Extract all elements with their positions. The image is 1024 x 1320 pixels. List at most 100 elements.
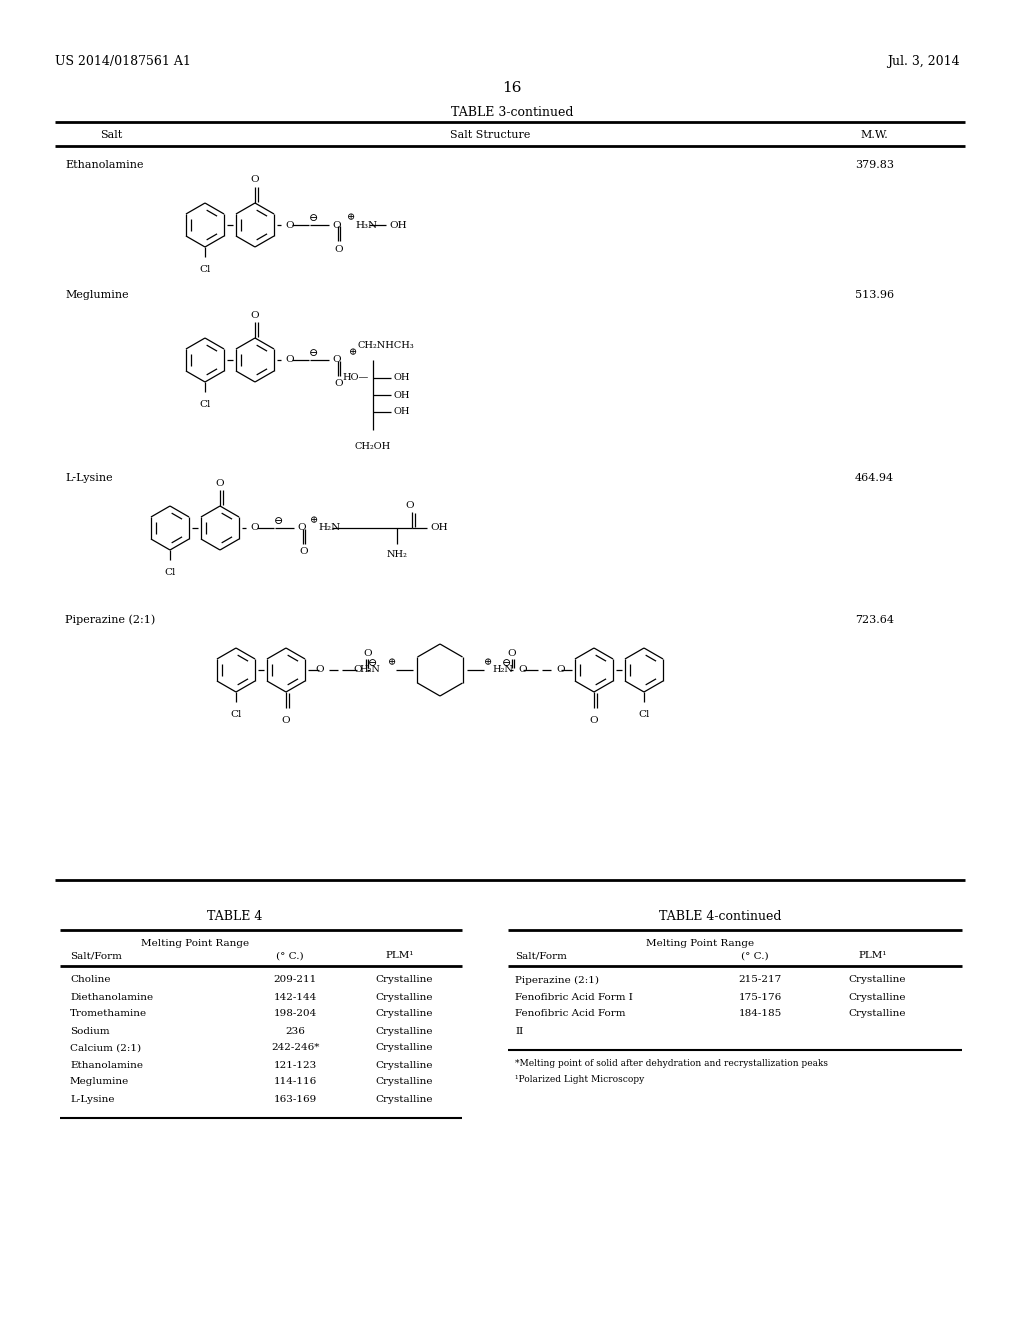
Text: L-Lysine: L-Lysine — [65, 473, 113, 483]
Text: 215-217: 215-217 — [738, 975, 781, 985]
Text: Salt/Form: Salt/Form — [70, 952, 122, 961]
Text: Crystalline: Crystalline — [375, 1010, 432, 1019]
Text: 513.96: 513.96 — [855, 290, 894, 300]
Text: Ethanolamine: Ethanolamine — [65, 160, 143, 170]
Text: 16: 16 — [502, 81, 522, 95]
Text: ⊖: ⊖ — [503, 657, 512, 668]
Text: Piperazine (2:1): Piperazine (2:1) — [515, 975, 599, 985]
Text: Piperazine (2:1): Piperazine (2:1) — [65, 615, 156, 626]
Text: H₃N: H₃N — [355, 220, 377, 230]
Text: 464.94: 464.94 — [855, 473, 894, 483]
Text: Fenofibric Acid Form I: Fenofibric Acid Form I — [515, 993, 633, 1002]
Text: Calcium (2:1): Calcium (2:1) — [70, 1044, 141, 1052]
Text: *Melting point of solid after dehydration and recrystallization peaks: *Melting point of solid after dehydratio… — [515, 1060, 828, 1068]
Text: O: O — [251, 176, 259, 185]
Text: Jul. 3, 2014: Jul. 3, 2014 — [888, 55, 961, 69]
Text: Crystalline: Crystalline — [848, 1010, 905, 1019]
Text: OH: OH — [394, 391, 411, 400]
Text: Crystalline: Crystalline — [375, 1077, 432, 1086]
Text: CH₂OH: CH₂OH — [355, 442, 391, 451]
Text: PLM¹: PLM¹ — [385, 952, 414, 961]
Text: H₂N: H₂N — [492, 665, 513, 675]
Text: Crystalline: Crystalline — [375, 1044, 432, 1052]
Text: 163-169: 163-169 — [273, 1094, 316, 1104]
Text: Cl: Cl — [200, 400, 211, 409]
Text: Crystalline: Crystalline — [375, 1094, 432, 1104]
Text: H₂N: H₂N — [318, 524, 340, 532]
Text: Cl: Cl — [164, 568, 176, 577]
Text: O: O — [556, 665, 564, 675]
Text: Crystalline: Crystalline — [375, 975, 432, 985]
Text: Salt Structure: Salt Structure — [450, 129, 530, 140]
Text: M.W.: M.W. — [860, 129, 888, 140]
Text: Cl: Cl — [230, 710, 242, 719]
Text: Meglumine: Meglumine — [70, 1077, 129, 1086]
Text: CH₂NHCH₃: CH₂NHCH₃ — [357, 342, 414, 351]
Text: US 2014/0187561 A1: US 2014/0187561 A1 — [55, 55, 190, 69]
Text: ¹Polarized Light Microscopy: ¹Polarized Light Microscopy — [515, 1076, 644, 1085]
Text: Cl: Cl — [638, 710, 649, 719]
Text: OH: OH — [394, 374, 411, 383]
Text: Cl: Cl — [200, 265, 211, 275]
Text: Meglumine: Meglumine — [65, 290, 129, 300]
Text: O: O — [332, 220, 341, 230]
Text: Melting Point Range: Melting Point Range — [141, 939, 249, 948]
Text: 242-246*: 242-246* — [270, 1044, 319, 1052]
Text: ⊕: ⊕ — [388, 659, 396, 668]
Text: O: O — [251, 310, 259, 319]
Text: (° C.): (° C.) — [741, 952, 769, 961]
Text: O: O — [335, 380, 343, 388]
Text: O: O — [508, 649, 516, 659]
Text: 121-123: 121-123 — [273, 1060, 316, 1069]
Text: ⊖: ⊖ — [274, 516, 284, 525]
Text: L-Lysine: L-Lysine — [70, 1094, 115, 1104]
Text: 114-116: 114-116 — [273, 1077, 316, 1086]
Text: HO—: HO— — [343, 374, 369, 383]
Text: TABLE 4: TABLE 4 — [207, 909, 263, 923]
Text: Crystalline: Crystalline — [848, 975, 905, 985]
Text: 723.64: 723.64 — [855, 615, 894, 624]
Text: 198-204: 198-204 — [273, 1010, 316, 1019]
Text: ⊖: ⊖ — [369, 657, 378, 668]
Text: O: O — [406, 500, 415, 510]
Text: Crystalline: Crystalline — [848, 993, 905, 1002]
Text: ⊕: ⊕ — [310, 516, 318, 525]
Text: Crystalline: Crystalline — [375, 993, 432, 1002]
Text: O: O — [285, 220, 294, 230]
Text: II: II — [515, 1027, 523, 1035]
Text: 184-185: 184-185 — [738, 1010, 781, 1019]
Text: O: O — [353, 665, 362, 675]
Text: ⊖: ⊖ — [309, 348, 318, 358]
Text: ⊕: ⊕ — [347, 214, 355, 223]
Text: Sodium: Sodium — [70, 1027, 110, 1035]
Text: 236: 236 — [285, 1027, 305, 1035]
Text: O: O — [315, 665, 324, 675]
Text: ⊕: ⊕ — [484, 659, 493, 668]
Text: O: O — [282, 715, 291, 725]
Text: O: O — [216, 479, 224, 487]
Text: 209-211: 209-211 — [273, 975, 316, 985]
Text: OH: OH — [394, 408, 411, 417]
Text: 142-144: 142-144 — [273, 993, 316, 1002]
Text: O: O — [518, 665, 526, 675]
Text: (° C.): (° C.) — [276, 952, 304, 961]
Text: TABLE 3-continued: TABLE 3-continued — [451, 106, 573, 119]
Text: O: O — [297, 524, 305, 532]
Text: O: O — [335, 244, 343, 253]
Text: O: O — [364, 649, 373, 659]
Text: OH: OH — [430, 524, 447, 532]
Text: Tromethamine: Tromethamine — [70, 1010, 147, 1019]
Text: O: O — [250, 524, 259, 532]
Text: Fenofibric Acid Form: Fenofibric Acid Form — [515, 1010, 626, 1019]
Text: Crystalline: Crystalline — [375, 1060, 432, 1069]
Text: Salt/Form: Salt/Form — [515, 952, 567, 961]
Text: Choline: Choline — [70, 975, 111, 985]
Text: O: O — [332, 355, 341, 364]
Text: 175-176: 175-176 — [738, 993, 781, 1002]
Text: O: O — [300, 548, 308, 557]
Text: Ethanolamine: Ethanolamine — [70, 1060, 143, 1069]
Text: 379.83: 379.83 — [855, 160, 894, 170]
Text: TABLE 4-continued: TABLE 4-continued — [658, 909, 781, 923]
Text: H₂N: H₂N — [359, 665, 380, 675]
Text: O: O — [285, 355, 294, 364]
